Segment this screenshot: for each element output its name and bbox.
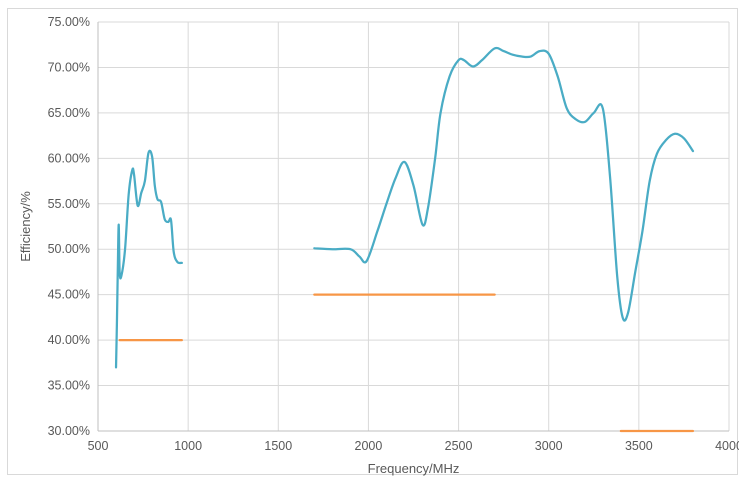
x-tick-label: 3000 [535,439,563,453]
y-tick-label: 70.00% [48,60,90,74]
y-tick-label: 45.00% [48,288,90,302]
y-axis-title: Efficiency/% [18,191,33,262]
y-tick-label: 40.00% [48,333,90,347]
efficiency-line-segment-2 [313,46,695,322]
y-tick-label: 35.00% [48,379,90,393]
x-tick-label: 1000 [174,439,202,453]
x-tick-label: 4000 [715,439,739,453]
x-tick-label: 500 [88,439,109,453]
y-tick-label: 60.00% [48,151,90,165]
data-series [114,46,695,433]
y-tick-label: 75.00% [48,15,90,29]
axes [97,22,729,432]
tick-labels: 30.00% 35.00% 40.00% 45.00% 50.00% 55.00% 60.0… [48,15,739,453]
y-tick-label: 65.00% [48,106,90,120]
x-axis-title: Frequency/MHz [368,461,460,476]
line-chart: 30.00% 35.00% 40.00% 45.00% 50.00% 55.00% 60.0… [18,15,739,476]
x-tick-label: 2500 [445,439,473,453]
y-tick-label: 50.00% [48,242,90,256]
x-tick-label: 2000 [355,439,383,453]
chart-area: 30.00% 35.00% 40.00% 45.00% 50.00% 55.00% 60.0… [7,8,739,476]
x-tick-label: 1500 [264,439,292,453]
y-tick-label: 30.00% [48,424,90,438]
gridlines [98,21,730,431]
efficiency-line-segment-1 [114,149,183,369]
x-tick-label: 3500 [625,439,653,453]
y-tick-label: 55.00% [48,197,90,211]
